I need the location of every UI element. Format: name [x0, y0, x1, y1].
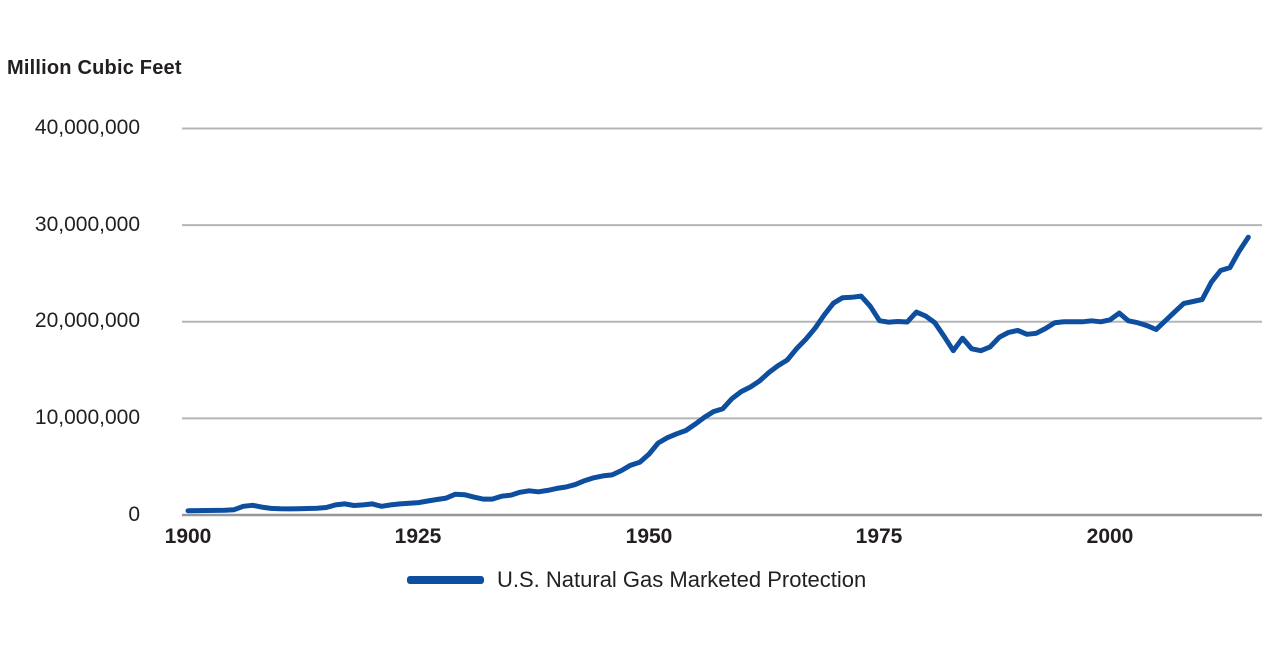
- y-axis-tick-label: 30,000,000: [34, 213, 140, 236]
- x-axis-tick-label: 1925: [394, 525, 442, 548]
- x-axis-tick-label: 2000: [1086, 525, 1134, 548]
- legend-series-label: U.S. Natural Gas Marketed Protection: [497, 567, 867, 592]
- x-axis-tick-label: 1900: [164, 525, 212, 548]
- y-axis-tick-label: 0: [128, 503, 140, 526]
- data-line-natural-gas: [185, 234, 1251, 514]
- y-axis-tick-label: 10,000,000: [34, 406, 140, 429]
- x-axis-tick-label: 1975: [855, 525, 903, 548]
- y-axis-tick-label: 20,000,000: [34, 309, 140, 332]
- legend-line-swatch: [407, 576, 484, 584]
- legend: U.S. Natural Gas Marketed Protection: [407, 567, 866, 593]
- x-axis-tick-label: 1950: [625, 525, 673, 548]
- chart-title: Million Cubic Feet: [7, 57, 182, 79]
- y-axis-tick-label: 40,000,000: [34, 116, 140, 139]
